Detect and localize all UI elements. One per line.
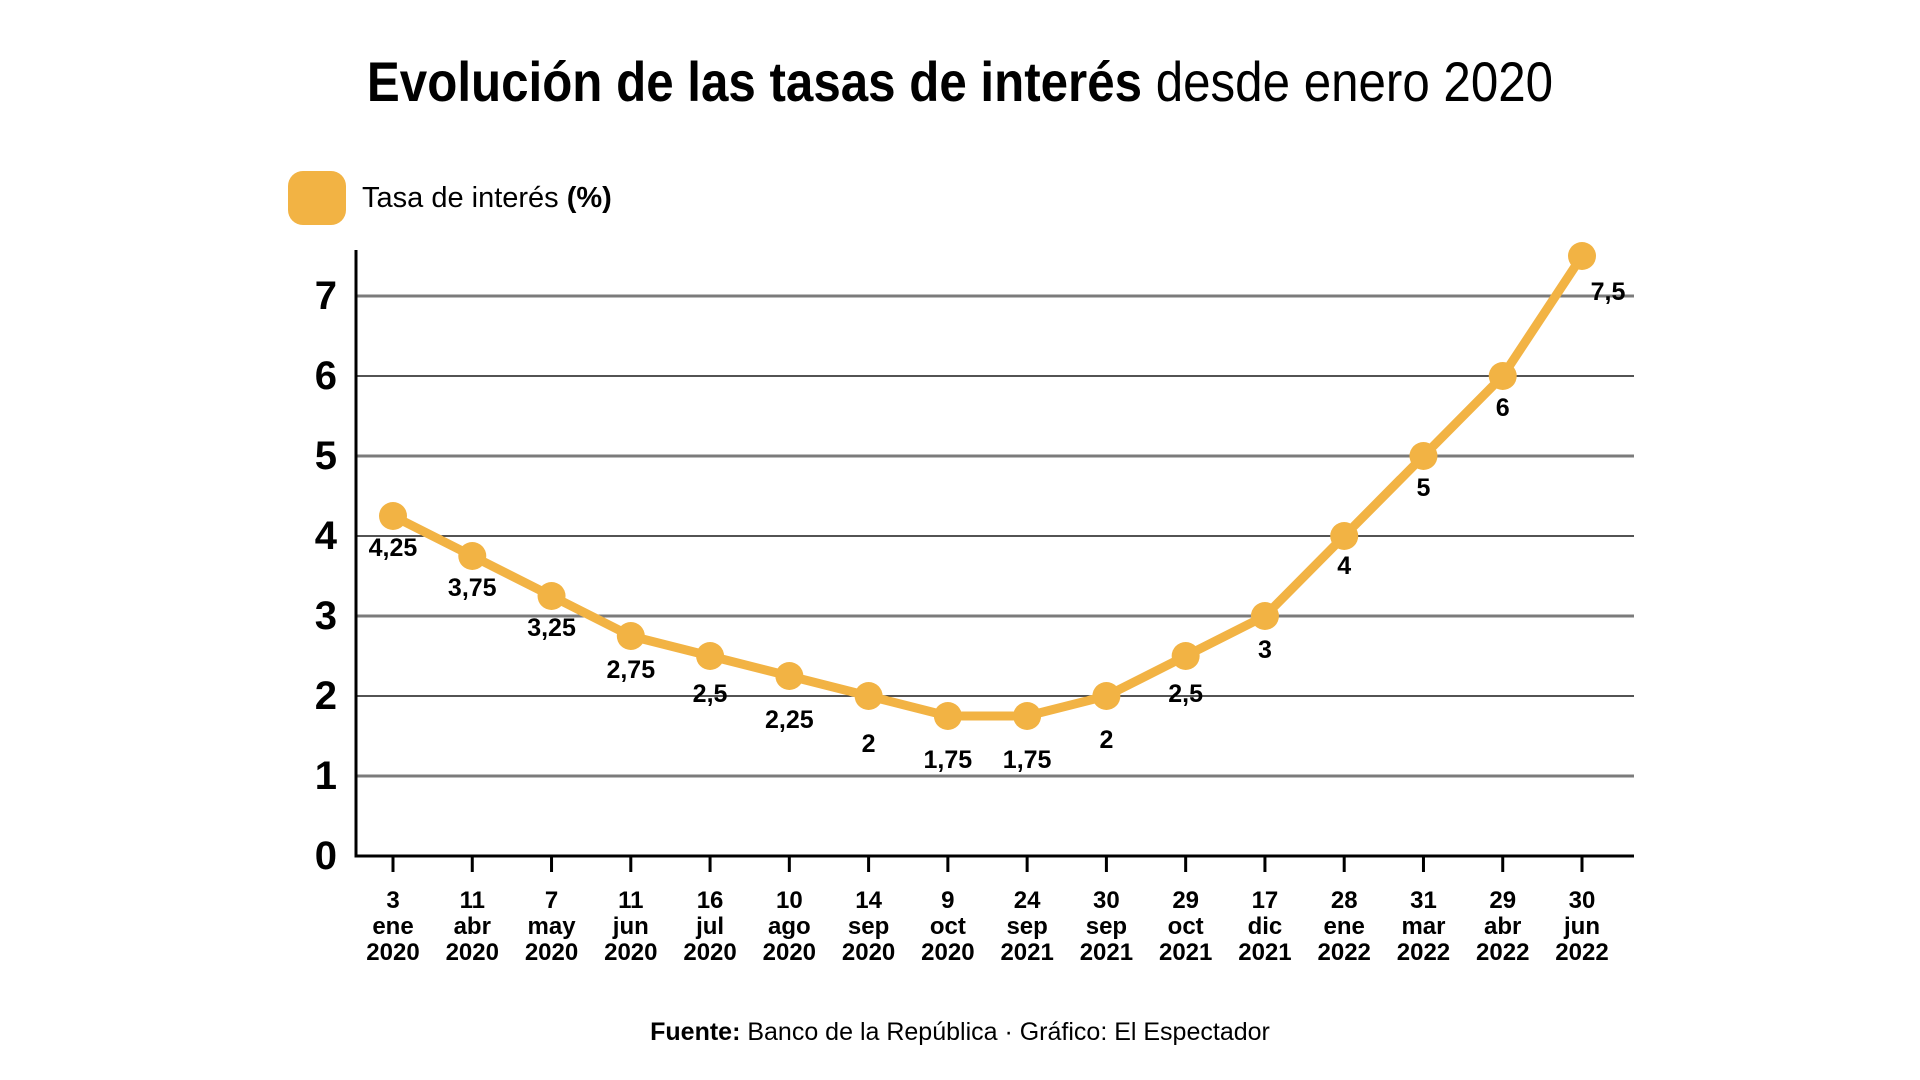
data-point — [775, 662, 804, 690]
value-label: 3,25 — [527, 614, 576, 642]
x-tick-label: 7 may 2020 — [525, 887, 578, 966]
x-tick-label: 11 jun 2020 — [604, 887, 657, 966]
legend-label: Tasa de interés (%) — [362, 182, 612, 215]
data-point — [1568, 242, 1596, 270]
y-tick-label: 2 — [315, 674, 337, 718]
y-tick-label: 3 — [315, 594, 337, 638]
value-label: 2,5 — [693, 680, 728, 708]
legend-label-text: Tasa de interés — [362, 181, 567, 214]
data-point — [933, 702, 962, 730]
y-tick-label: 1 — [315, 754, 337, 798]
y-tick-label: 5 — [315, 434, 337, 478]
value-label: 1,75 — [1003, 746, 1052, 774]
value-label: 2 — [1099, 726, 1113, 754]
y-tick-label: 0 — [315, 834, 337, 878]
data-point — [854, 682, 883, 710]
data-point — [1013, 702, 1042, 730]
data-point — [696, 642, 725, 670]
line-chart: 0 1 2 3 4 5 6 7 3 ene 2020 11 abr 2020 7 may 2020 11 jun 20… — [315, 242, 1634, 966]
value-label: 4,25 — [369, 534, 418, 562]
source-text: Banco de la República · Gráfico: El Espe… — [740, 1018, 1270, 1046]
source-footer: Fuente: Banco de la República · Gráfico:… — [0, 1018, 1920, 1047]
value-label: 2,25 — [765, 706, 814, 734]
x-tick-label: 10 ago 2020 — [763, 887, 816, 966]
x-tick-label: 31 mar 2022 — [1397, 887, 1450, 966]
x-tick-label: 30 jun 2022 — [1555, 887, 1608, 966]
value-label: 4 — [1337, 552, 1351, 580]
y-tick-label: 6 — [315, 354, 337, 398]
value-label: 5 — [1417, 474, 1431, 502]
x-tick-label: 28 ene 2022 — [1318, 887, 1371, 966]
source-label: Fuente: — [650, 1018, 741, 1046]
data-point — [1250, 602, 1279, 630]
value-label: 7,5 — [1591, 278, 1626, 306]
legend: Tasa de interés (%) — [288, 170, 612, 226]
data-point — [1171, 642, 1200, 670]
value-label: 6 — [1496, 394, 1510, 422]
value-label: 1,75 — [924, 746, 973, 774]
data-point — [616, 622, 645, 650]
x-tick-label: 16 jul 2020 — [683, 887, 736, 966]
data-point — [1409, 442, 1438, 470]
y-tick-label: 7 — [315, 274, 337, 318]
value-label: 2 — [862, 730, 876, 758]
x-tick-label: 14 sep 2020 — [842, 887, 895, 966]
y-tick-label: 4 — [315, 514, 338, 558]
chart-title-regular: desde enero 2020 — [1142, 50, 1554, 113]
value-label: 2,75 — [606, 656, 655, 684]
data-point — [1488, 362, 1517, 390]
x-tick-label: 3 ene 2020 — [366, 887, 419, 966]
data-point — [537, 582, 566, 610]
data-point — [1330, 522, 1359, 550]
legend-swatch — [288, 171, 346, 225]
x-tick-label: 17 dic 2021 — [1238, 887, 1291, 966]
chart-title: Evolución de las tasas de interés desde … — [115, 52, 1805, 112]
x-tick-label: 29 oct 2021 — [1159, 887, 1212, 966]
data-point — [379, 502, 407, 530]
x-tick-label: 30 sep 2021 — [1080, 887, 1133, 966]
x-tick-label: 24 sep 2021 — [1000, 887, 1053, 966]
legend-label-unit: (%) — [566, 181, 612, 214]
data-point — [458, 542, 487, 570]
chart-title-bold: Evolución de las tasas de interés — [366, 50, 1143, 113]
x-tick-label: 9 oct 2020 — [921, 887, 974, 966]
series-line — [388, 251, 1587, 721]
value-label: 3,75 — [448, 574, 497, 602]
x-tick-label: 29 abr 2022 — [1476, 887, 1529, 966]
data-point — [1092, 682, 1121, 710]
value-label: 3 — [1258, 636, 1272, 664]
value-label: 2,5 — [1168, 680, 1203, 708]
x-tick-label: 11 abr 2020 — [446, 887, 499, 966]
